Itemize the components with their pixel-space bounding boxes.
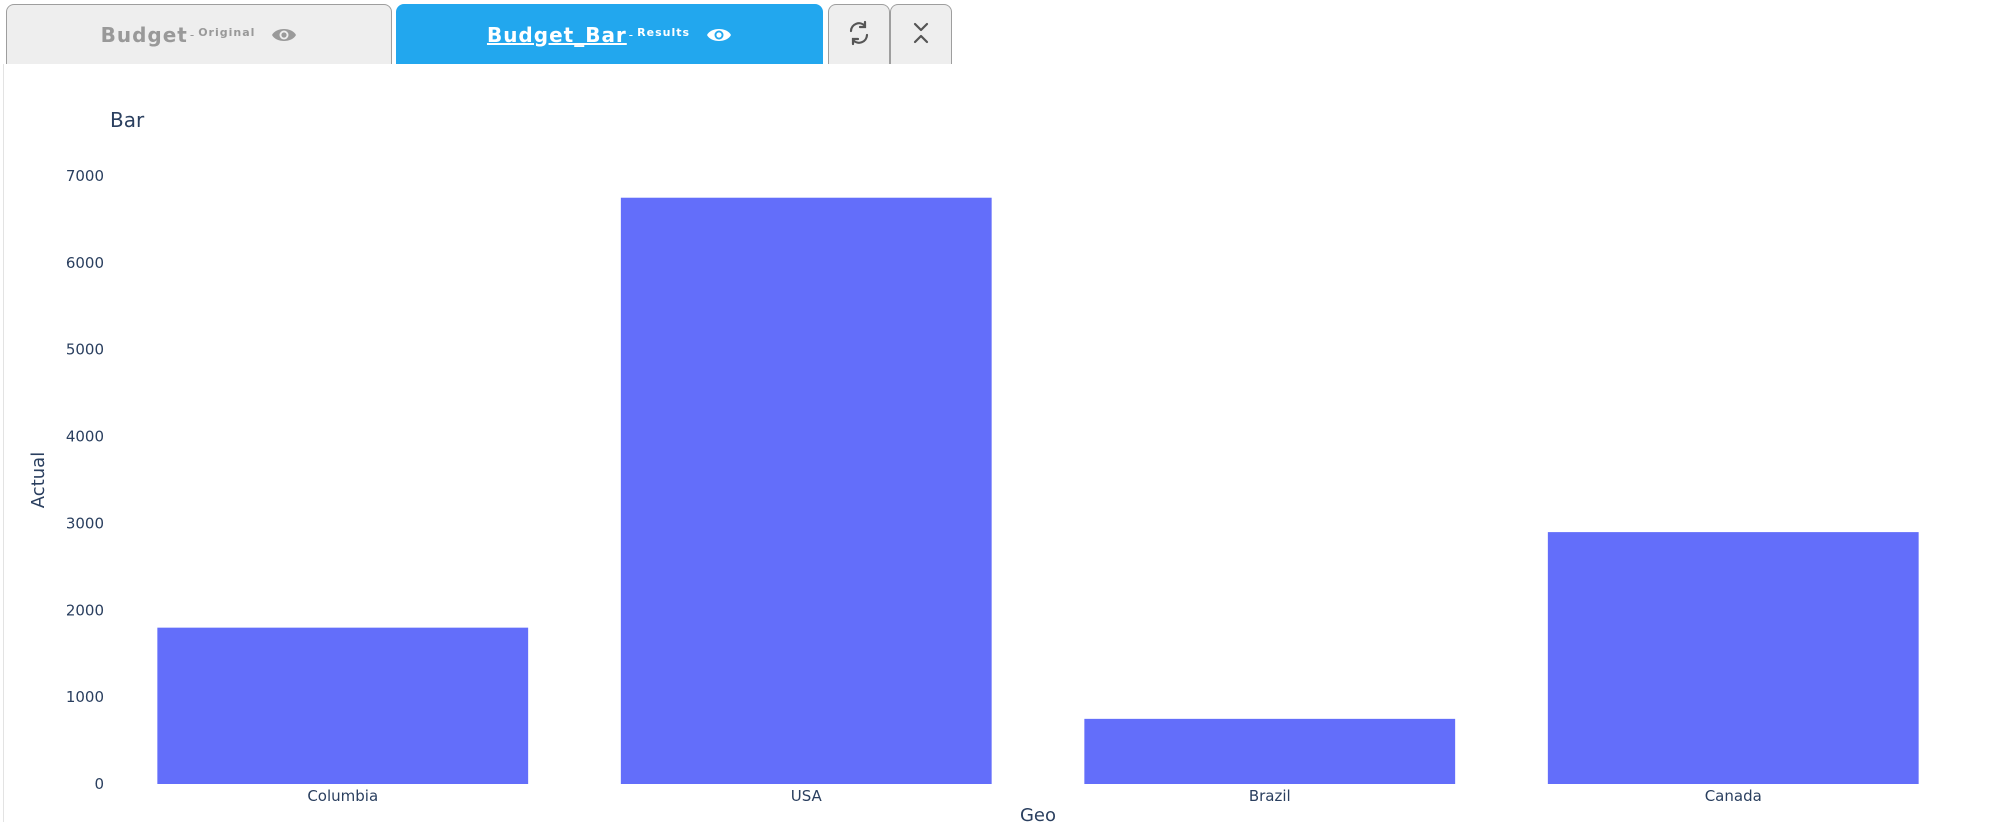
y-axis-title: Actual <box>28 452 49 508</box>
tab-title: Budget <box>100 22 188 47</box>
x-tick-label: USA <box>791 787 823 805</box>
tab-separator: - <box>189 27 195 42</box>
y-tick-label: 4000 <box>66 428 104 446</box>
y-tick-label: 6000 <box>66 254 104 272</box>
chart-title: Bar <box>110 108 145 132</box>
x-axis-ticks: Columbia USA Brazil Canada <box>307 787 1761 805</box>
tab-bar: Budget - Original Budget_Bar - Results <box>0 0 1999 64</box>
tab-separator: - <box>628 27 634 42</box>
bar-canada[interactable] <box>1547 532 1919 784</box>
eye-icon[interactable] <box>271 24 297 46</box>
bars-group <box>157 197 1919 784</box>
tab-subtitle: Results <box>637 26 691 39</box>
x-tick-label: Canada <box>1705 787 1762 805</box>
x-axis-title: Geo <box>1020 805 1056 822</box>
tab-budget-bar-results[interactable]: Budget_Bar - Results <box>396 4 823 64</box>
y-tick-label: 5000 <box>66 341 104 359</box>
chart-panel: Bar 0 1000 2000 3000 4000 5000 6000 7000 Columb… <box>3 64 1999 822</box>
eye-icon[interactable] <box>706 24 732 46</box>
y-tick-label: 7000 <box>66 167 104 185</box>
bar-columbia[interactable] <box>157 627 529 784</box>
y-tick-label: 1000 <box>66 688 104 706</box>
tab-subtitle: Original <box>198 26 256 39</box>
y-tick-label: 0 <box>94 775 104 793</box>
bar-usa[interactable] <box>620 197 992 784</box>
bar-brazil[interactable] <box>1084 718 1456 784</box>
refresh-button[interactable] <box>828 4 890 64</box>
x-tick-label: Brazil <box>1249 787 1291 805</box>
x-tick-label: Columbia <box>307 787 378 805</box>
tab-title: Budget_Bar <box>486 22 627 47</box>
tab-budget-original[interactable]: Budget - Original <box>6 4 392 64</box>
y-axis-ticks: 0 1000 2000 3000 4000 5000 6000 7000 <box>66 167 104 793</box>
collapse-button[interactable] <box>890 4 952 64</box>
collapse-icon <box>910 19 932 51</box>
y-tick-label: 3000 <box>66 514 104 532</box>
bar-chart: Bar 0 1000 2000 3000 4000 5000 6000 7000 Columb… <box>28 108 1919 822</box>
refresh-icon <box>845 19 873 51</box>
y-tick-label: 2000 <box>66 601 104 619</box>
